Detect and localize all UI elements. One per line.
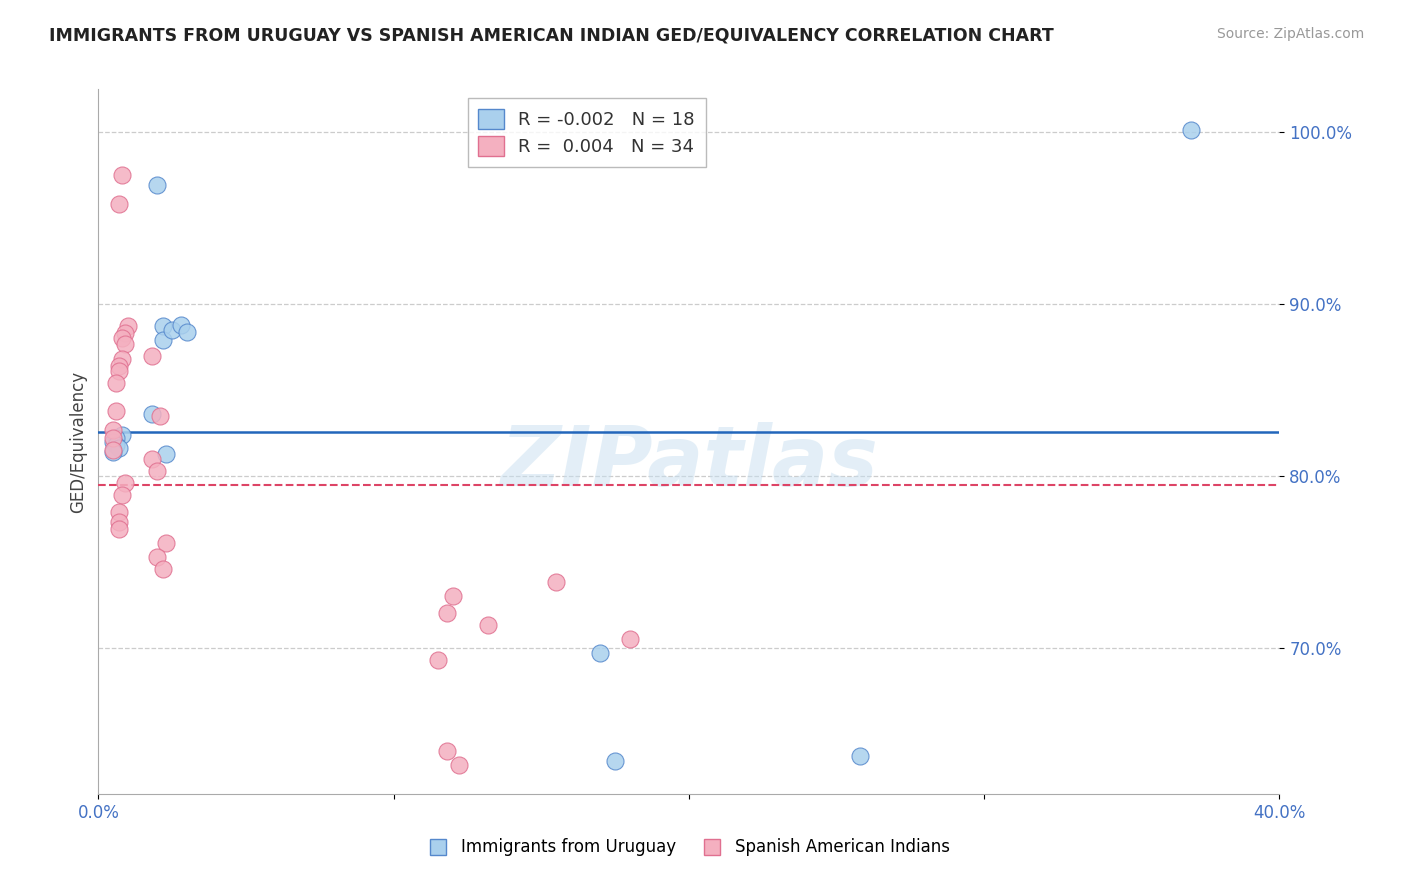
Point <box>546 575 568 590</box>
Point <box>849 749 872 764</box>
Point <box>152 333 174 347</box>
Point <box>114 326 136 341</box>
Point <box>589 646 612 660</box>
Point <box>155 536 177 550</box>
Point <box>155 446 177 460</box>
Point <box>477 618 499 632</box>
Text: Source: ZipAtlas.com: Source: ZipAtlas.com <box>1216 27 1364 41</box>
Point <box>105 431 128 445</box>
Point <box>117 319 139 334</box>
Point <box>114 336 136 351</box>
Point <box>146 549 169 564</box>
Point <box>103 443 125 458</box>
Point <box>103 434 125 449</box>
Point <box>105 438 128 452</box>
Point <box>105 403 128 417</box>
Point <box>103 445 125 459</box>
Text: IMMIGRANTS FROM URUGUAY VS SPANISH AMERICAN INDIAN GED/EQUIVALENCY CORRELATION C: IMMIGRANTS FROM URUGUAY VS SPANISH AMERI… <box>49 27 1054 45</box>
Point <box>436 744 458 758</box>
Point <box>149 409 172 423</box>
Point <box>141 407 163 421</box>
Point <box>170 318 193 332</box>
Point <box>114 475 136 490</box>
Point <box>152 319 174 334</box>
Point <box>108 364 131 378</box>
Point <box>108 359 131 373</box>
Legend: Immigrants from Uruguay, Spanish American Indians: Immigrants from Uruguay, Spanish America… <box>422 831 956 863</box>
Point <box>619 632 641 647</box>
Point <box>146 464 169 478</box>
Y-axis label: GED/Equivalency: GED/Equivalency <box>69 370 87 513</box>
Point <box>152 562 174 576</box>
Point <box>108 522 131 536</box>
Point <box>1180 123 1202 137</box>
Point <box>111 488 134 502</box>
Point <box>111 168 134 182</box>
Point <box>447 757 470 772</box>
Point <box>105 376 128 390</box>
Point <box>108 516 131 530</box>
Point <box>103 431 125 445</box>
Point <box>111 352 134 367</box>
Point <box>162 323 183 337</box>
Point <box>111 331 134 345</box>
Point <box>427 653 450 667</box>
Point <box>141 349 163 363</box>
Point <box>108 197 131 211</box>
Point <box>146 178 169 193</box>
Point <box>141 451 163 466</box>
Point <box>176 325 198 339</box>
Point <box>108 442 131 456</box>
Point <box>605 754 627 768</box>
Text: ZIPatlas: ZIPatlas <box>501 422 877 503</box>
Point <box>441 589 464 603</box>
Point <box>103 423 125 437</box>
Point <box>111 427 134 442</box>
Point <box>108 505 131 519</box>
Point <box>436 607 458 621</box>
